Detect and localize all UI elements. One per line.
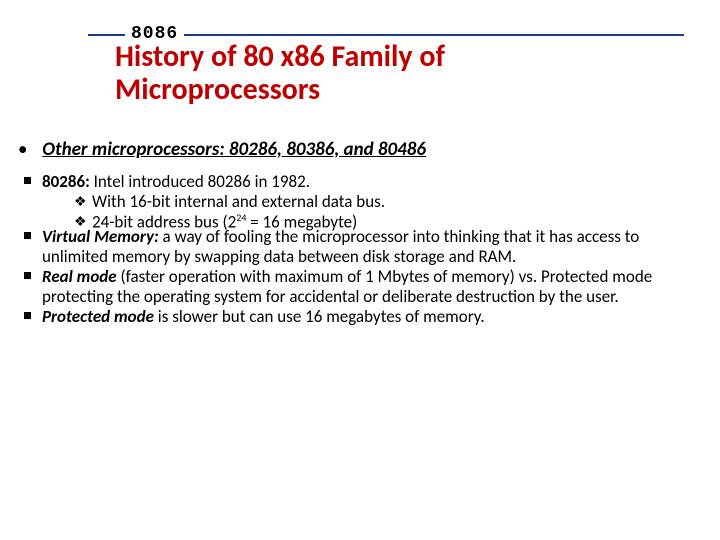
bullet-1-text: Intel introduced 80286 in 1982.: [90, 171, 310, 192]
slide: 8086 History of 80 x86 Family of Micropr…: [0, 0, 720, 540]
bullet-2: Virtual Memory: a way of fooling the mic…: [18, 227, 694, 267]
square-bullet-icon: [24, 177, 31, 184]
bullet-1: 80286: Intel introduced 80286 in 1982.: [18, 172, 694, 192]
bullet-2-label: Virtual Memory:: [42, 226, 159, 247]
square-bullet-icon: [24, 232, 31, 239]
bullet-3-label: Real mode: [42, 266, 117, 287]
bullet-3: Real mode (faster operation with maximum…: [18, 267, 694, 307]
page-title: History of 80 x86 Family of Microprocess…: [115, 40, 640, 106]
bullet-1-sub-1: ❖ With 16-bit internal and external data…: [18, 192, 694, 212]
bullet-4: Protected mode is slower but can use 16 …: [18, 307, 694, 327]
bullet-4-text: is slower but can use 16 megabytes of me…: [154, 306, 485, 327]
bullet-4-label: Protected mode: [42, 306, 154, 327]
content-body: 80286: Intel introduced 80286 in 1982. ❖…: [18, 172, 694, 327]
square-bullet-icon: [24, 312, 31, 319]
bullet-dot-icon: •: [18, 138, 30, 161]
section-heading: • Other microprocessors: 80286, 80386, a…: [18, 138, 690, 161]
bullet-1-label: 80286:: [42, 171, 90, 192]
bullet-1-sub-2-sup: 24: [236, 211, 246, 224]
title-line-2: Microprocessors: [115, 71, 320, 108]
section-heading-text: Other microprocessors: 80286, 80386, and…: [42, 138, 426, 161]
diamond-bullet-icon: ❖: [74, 194, 87, 211]
bullet-3-text: (faster operation with maximum of 1 Mbyt…: [42, 266, 652, 307]
bullet-1-sub-1-text: With 16-bit internal and external data b…: [92, 191, 385, 212]
square-bullet-icon: [24, 272, 31, 279]
title-line-1: History of 80 x86 Family of: [115, 38, 445, 75]
